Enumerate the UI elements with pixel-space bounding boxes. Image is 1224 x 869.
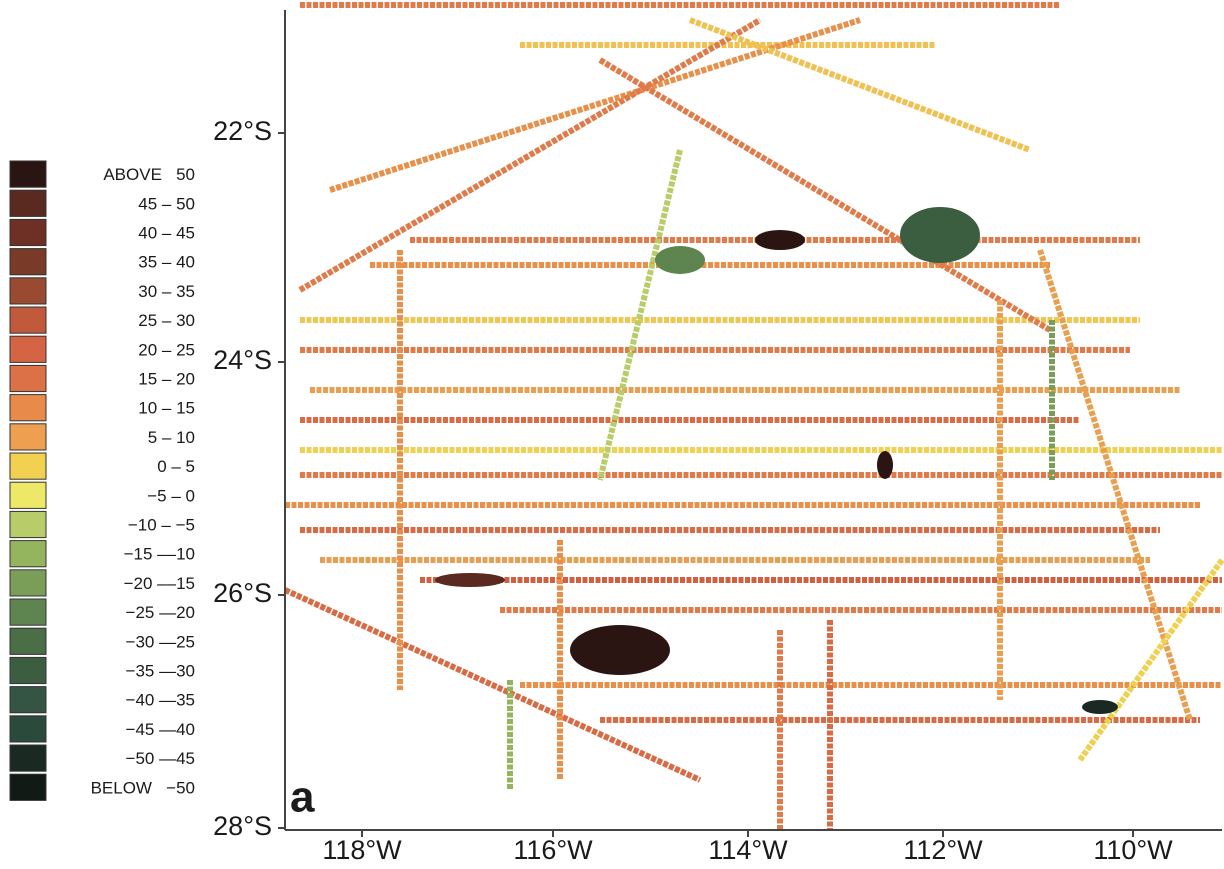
legend-swatch — [9, 364, 47, 393]
legend-swatch — [9, 306, 47, 334]
legend-label: −10 – −5 — [128, 515, 195, 534]
legend-label: −15 ––10 — [124, 545, 195, 564]
legend-swatch — [9, 248, 47, 276]
legend-swatch — [9, 423, 47, 451]
legend-label: 35 – 40 — [138, 253, 195, 272]
legend-swatch — [9, 627, 47, 655]
ship-tracks — [283, 2, 1224, 830]
lon-label: 114°W — [708, 835, 788, 865]
legend-swatch — [9, 744, 47, 772]
legend-label: 0 – 5 — [157, 457, 195, 476]
legend-label: 40 – 45 — [138, 223, 195, 242]
legend-label: BELOW −50 — [91, 778, 195, 797]
legend-swatch — [9, 540, 47, 568]
legend-label: −25 —20 — [126, 603, 195, 622]
legend-swatch — [9, 481, 47, 509]
legend-swatch — [9, 452, 47, 480]
legend-swatch — [9, 218, 47, 247]
lon-label: 112°W — [903, 835, 983, 865]
lat-label: 28°S — [213, 811, 272, 841]
lat-label: 22°S — [213, 116, 272, 146]
panel-label: a — [290, 773, 315, 822]
legend-swatch — [9, 569, 47, 597]
legend-label: 20 – 25 — [138, 340, 195, 359]
legend-swatch — [9, 394, 47, 422]
lon-label: 116°W — [513, 835, 593, 865]
legend-label: −40 —35 — [126, 691, 195, 710]
lat-label: 26°S — [213, 578, 272, 608]
legend-swatch — [9, 656, 47, 685]
legend-label: −30 —25 — [126, 632, 195, 651]
legend-label: −45 —40 — [126, 720, 195, 739]
legend-swatch — [9, 686, 47, 714]
legend-label: −50 —45 — [126, 749, 195, 768]
legend-label: ABOVE 50 — [103, 165, 195, 184]
legend-swatch — [9, 277, 47, 305]
legend-swatch — [9, 510, 47, 539]
legend-label: 5 – 10 — [148, 428, 195, 447]
legend-label: 25 – 30 — [138, 311, 195, 330]
legend-label: −35 —30 — [126, 661, 195, 680]
legend-swatch — [9, 598, 47, 626]
legend-swatch — [9, 160, 47, 188]
legend-swatch — [9, 335, 47, 363]
legend-label: 15 – 20 — [138, 369, 195, 388]
legend-swatch — [9, 773, 47, 801]
lon-label: 110°W — [1093, 835, 1173, 865]
legend-label: 10 – 15 — [138, 399, 195, 418]
legend-swatch — [9, 715, 47, 743]
legend-label: −20 ––15 — [124, 574, 195, 593]
legend-label: −5 – 0 — [147, 486, 195, 505]
legend-label: 45 – 50 — [138, 194, 195, 213]
legend-label: 30 – 35 — [138, 282, 195, 301]
legend-swatch — [9, 189, 47, 217]
lon-label: 118°W — [322, 835, 402, 865]
lat-label: 24°S — [213, 345, 272, 375]
